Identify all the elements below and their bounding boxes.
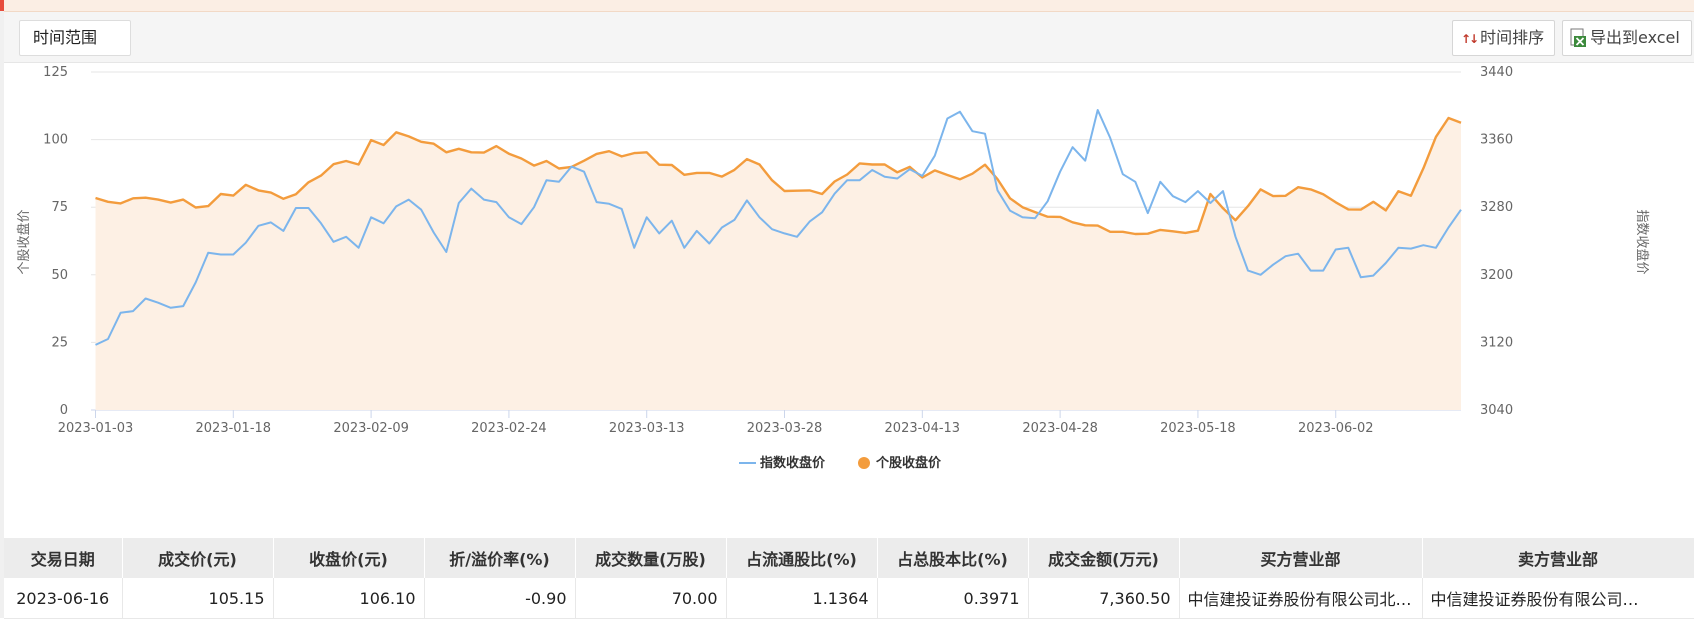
section-marker [0, 0, 4, 11]
col-trade-date: 交易日期 [4, 538, 123, 578]
cell-buyer[interactable]: 中信建投证券股份有限公司北… [1179, 578, 1423, 619]
table-header-row: 交易日期 成交价(元) 收盘价(元) 折/溢价率(%) 成交数量(万股) 占流通… [4, 538, 1694, 578]
x-tick-label: 2023-03-13 [609, 421, 685, 436]
cell-float-ratio: 1.1364 [726, 578, 878, 619]
toolbar: 时间范围 ↑↓ 时间排序 导出到excel [4, 12, 1694, 63]
y-left-tick-label: 50 [51, 268, 68, 283]
col-close-price: 收盘价(元) [273, 538, 425, 578]
y-axis-left-label: 个股收盘价 [16, 209, 32, 274]
col-trade-price: 成交价(元) [122, 538, 274, 578]
col-float-ratio: 占流通股比(%) [726, 538, 878, 578]
sort-icon: ↑↓ [1461, 31, 1479, 46]
x-tick-label: 2023-01-03 [58, 421, 134, 436]
col-seller: 卖方营业部 [1422, 538, 1694, 578]
y-right-tick-label: 3120 [1480, 335, 1513, 350]
cell-seller[interactable]: 中信建投证券股份有限公司… [1422, 578, 1694, 619]
y-right-tick-label: 3280 [1480, 200, 1513, 215]
y-left-tick-label: 125 [43, 65, 68, 80]
stock-close-line [95, 116, 1462, 236]
legend-stock-swatch [858, 457, 870, 469]
y-left-tick-label: 100 [43, 133, 68, 148]
x-tick-label: 2023-05-18 [1160, 421, 1236, 436]
x-tick-label: 2023-02-24 [471, 421, 547, 436]
col-buyer: 买方营业部 [1179, 538, 1423, 578]
price-chart: 0 3040 25 3120 50 3200 75 3280 100 3360 125 3440 202… [16, 65, 1650, 471]
chart-legend[interactable]: 指数收盘价 个股收盘价 [739, 455, 942, 471]
excel-icon [1570, 28, 1586, 47]
x-tick-label: 2023-04-13 [885, 421, 961, 436]
legend-index-label: 指数收盘价 [760, 455, 826, 471]
time-range-button[interactable]: 时间范围 [19, 20, 131, 56]
y-right-tick-label: 3440 [1480, 65, 1513, 80]
cell-trade-date: 2023-06-16 [4, 578, 123, 619]
x-tick-label: 2023-01-18 [196, 421, 272, 436]
legend-stock-label: 个股收盘价 [875, 455, 942, 471]
y-right-tick-label: 3040 [1480, 403, 1513, 418]
x-tick-label: 2023-04-28 [1022, 421, 1098, 436]
left-edge [0, 11, 4, 618]
time-sort-label: 时间排序 [1480, 28, 1545, 47]
cell-volume: 70.00 [575, 578, 727, 619]
y-right-tick-label: 3360 [1480, 133, 1513, 148]
col-amount: 成交金额(万元) [1028, 538, 1180, 578]
col-volume: 成交数量(万股) [575, 538, 727, 578]
col-premium-rate: 折/溢价率(%) [424, 538, 576, 578]
chart-area: 0 3040 25 3120 50 3200 75 3280 100 3360 125 3440 202… [4, 62, 1694, 532]
col-total-ratio: 占总股本比(%) [877, 538, 1029, 578]
x-tick-label: 2023-02-09 [333, 421, 409, 436]
x-tick-label: 2023-03-28 [747, 421, 823, 436]
y-axis-right-label: 指数收盘价 [1634, 209, 1650, 274]
top-strip [0, 0, 1694, 12]
stock-area-fill [95, 118, 1461, 410]
cell-trade-price: 105.15 [122, 578, 274, 619]
cell-total-ratio: 0.3971 [877, 578, 1029, 619]
x-tick-label: 2023-06-02 [1298, 421, 1374, 436]
y-left-tick-label: 75 [51, 200, 68, 215]
table-row[interactable]: 2023-06-16 105.15 106.10 -0.90 70.00 1.1… [4, 578, 1694, 619]
export-excel-label: 导出到excel [1590, 28, 1680, 47]
time-sort-button[interactable]: ↑↓ 时间排序 [1452, 20, 1555, 56]
cell-amount: 7,360.50 [1028, 578, 1180, 619]
y-left-tick-label: 25 [51, 335, 68, 350]
block-trade-table: 交易日期 成交价(元) 收盘价(元) 折/溢价率(%) 成交数量(万股) 占流通… [4, 538, 1694, 619]
cell-close-price: 106.10 [273, 578, 425, 619]
index-close-line [95, 109, 1462, 346]
cell-premium-rate: -0.90 [424, 578, 576, 619]
y-right-tick-label: 3200 [1480, 268, 1513, 283]
export-excel-button[interactable]: 导出到excel [1562, 20, 1692, 56]
y-left-tick-label: 0 [60, 403, 68, 418]
